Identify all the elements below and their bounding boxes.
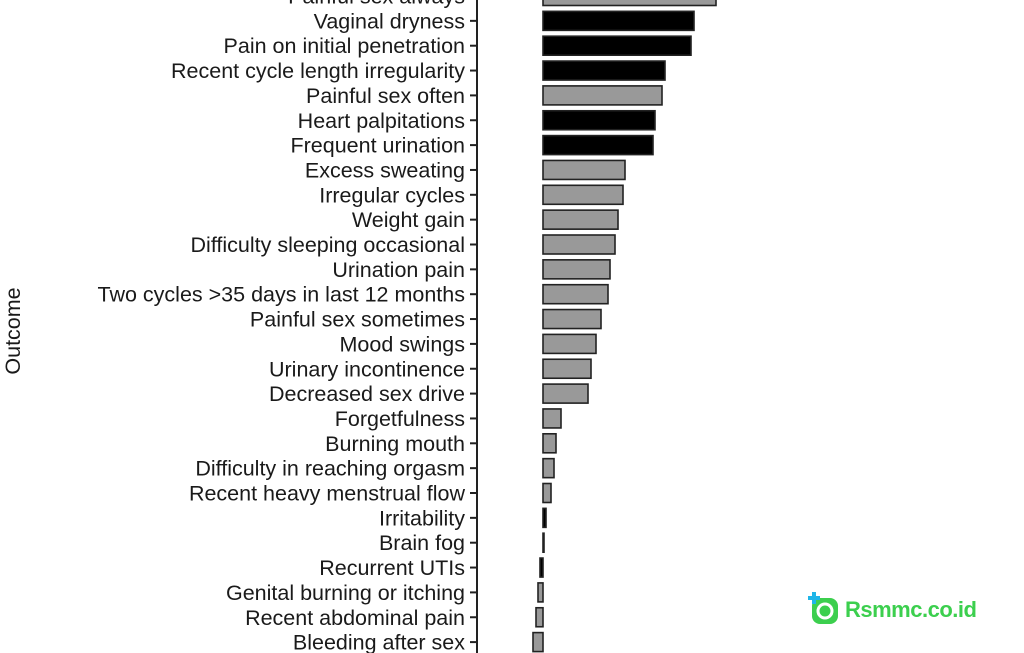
watermark: Rsmmc.co.id (806, 592, 977, 628)
medical-cross-logo-icon (808, 592, 838, 624)
bar (542, 209, 619, 230)
bar (542, 283, 609, 305)
category-label: Two cycles >35 days in last 12 months (98, 283, 465, 307)
bar (537, 582, 544, 603)
watermark-text: Rsmmc.co.id (845, 597, 977, 622)
category-label: Vaginal dryness (314, 9, 465, 33)
category-label: Pain on initial penetration (224, 34, 465, 58)
bar (542, 408, 562, 429)
category-label: Mood swings (340, 332, 465, 356)
category-label: Excess sweating (305, 158, 465, 182)
category-label: Decreased sex drive (269, 382, 465, 406)
category-label: Difficulty in reaching orgasm (195, 457, 465, 481)
category-label: Bleeding after sex (293, 631, 465, 653)
bar (542, 134, 654, 156)
bar (539, 557, 544, 578)
category-label: Brain fog (379, 531, 465, 555)
category-label: Recent heavy menstrual flow (189, 482, 466, 506)
bar (542, 60, 666, 81)
bar (542, 0, 717, 7)
category-label: Weight gain (352, 208, 465, 232)
category-label: Burning mouth (325, 432, 465, 456)
category-label: Heart palpitations (298, 109, 465, 133)
category-label: Painful sex sometimes (250, 308, 465, 332)
category-label: Irregular cycles (319, 183, 465, 207)
bar (542, 308, 602, 330)
bar (542, 159, 626, 181)
category-label: Frequent urination (291, 134, 466, 158)
bar (542, 234, 616, 255)
bar (542, 507, 547, 529)
category-label: Recent cycle length irregularity (171, 59, 465, 83)
bar (542, 259, 611, 280)
category-label: Urinary incontinence (269, 357, 465, 381)
bar (542, 432, 557, 454)
bar (532, 631, 544, 653)
bar (542, 532, 545, 554)
bar (542, 10, 695, 32)
category-label: Painful sex often (306, 84, 465, 108)
bar (542, 333, 597, 355)
bar (542, 109, 656, 131)
category-label: Difficulty sleeping occasional (191, 233, 465, 257)
bar (542, 482, 552, 504)
bar (542, 35, 692, 57)
category-label: Recent abdominal pain (245, 606, 465, 630)
category-label: Forgetfulness (335, 407, 465, 431)
category-label: Irritability (379, 506, 465, 530)
bar (542, 85, 663, 106)
bar (542, 457, 555, 479)
y-axis-title: Outcome (1, 287, 25, 374)
bar (542, 358, 592, 380)
category-label: Urination pain (332, 258, 465, 282)
category-label: Painful sex always (288, 0, 465, 9)
category-label: Genital burning or itching (226, 581, 465, 605)
bar (542, 383, 589, 404)
bar (535, 606, 544, 628)
bar (542, 184, 624, 206)
category-label: Recurrent UTIs (319, 556, 465, 580)
